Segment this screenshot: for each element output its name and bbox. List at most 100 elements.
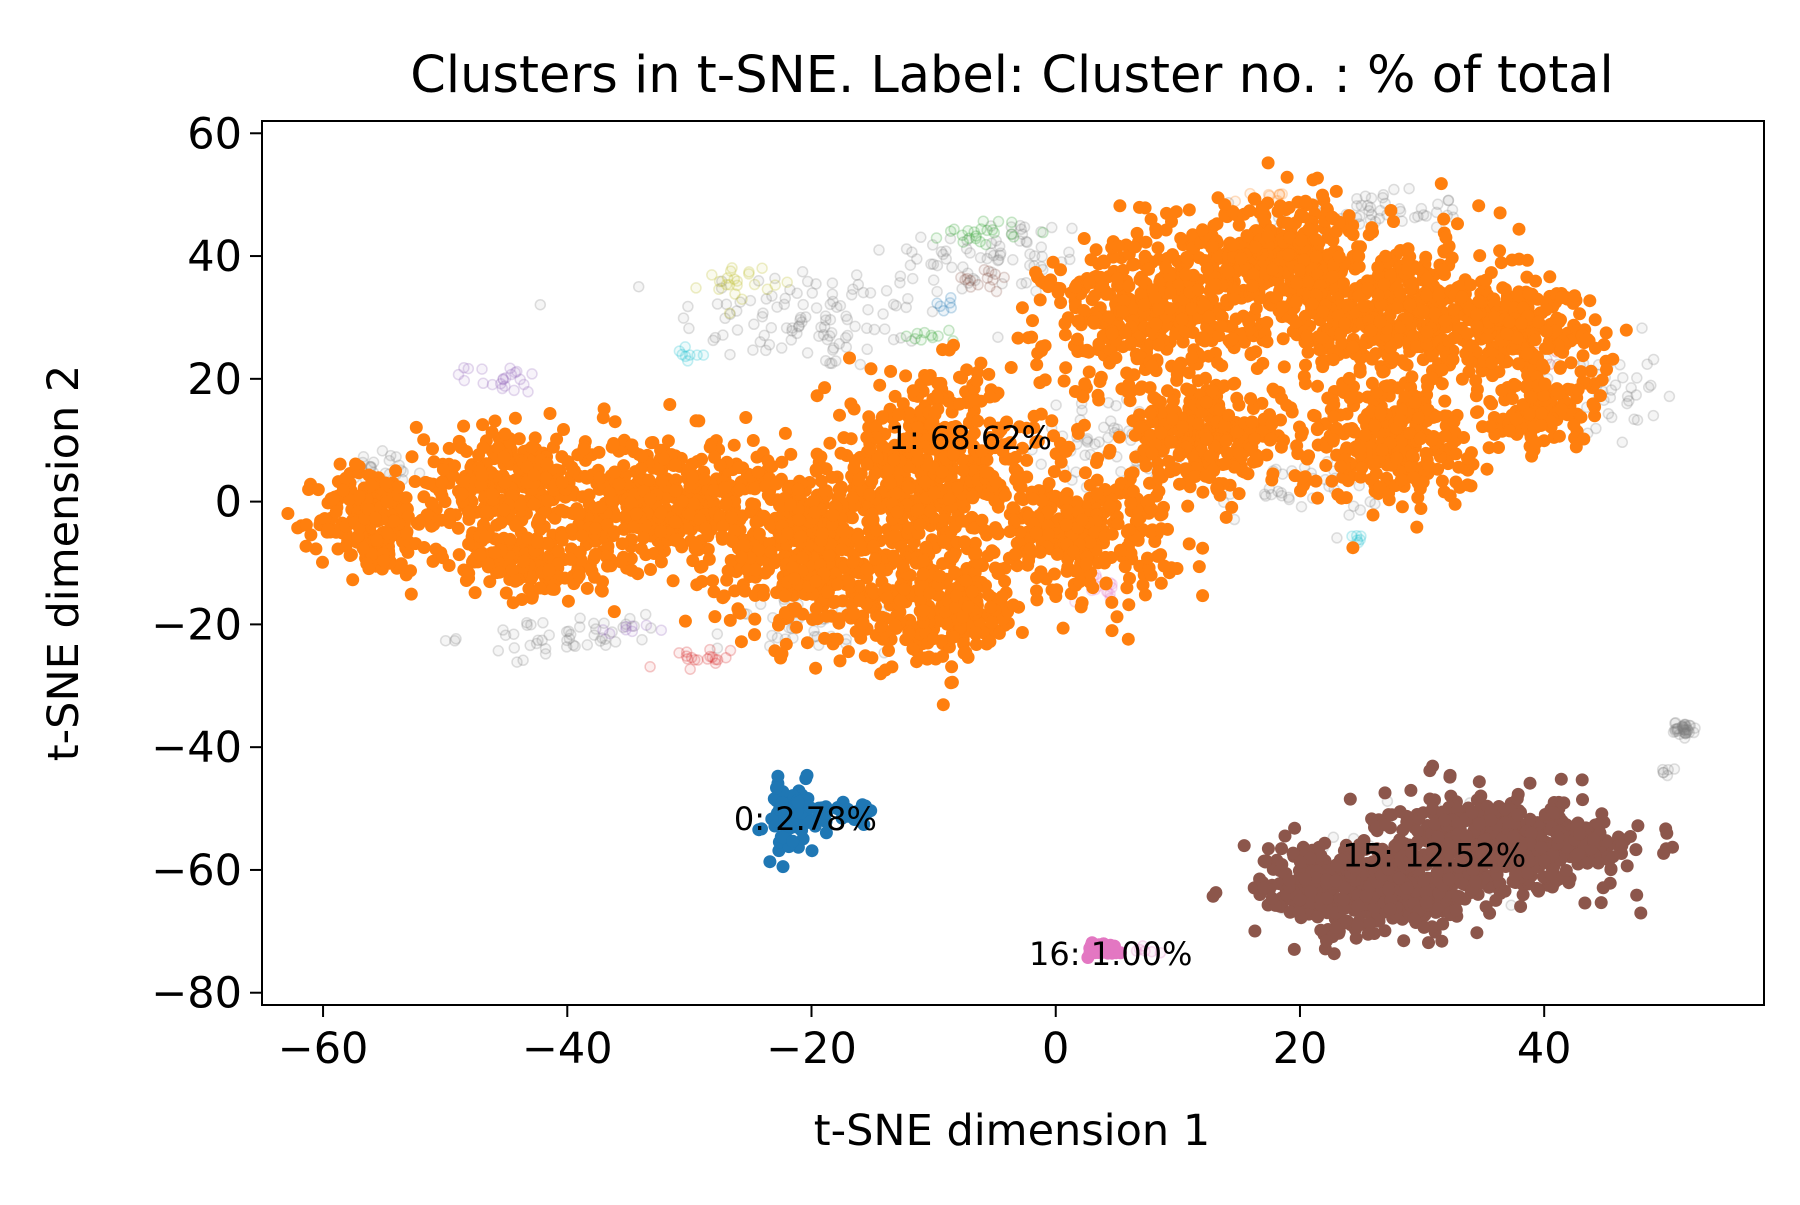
cluster-1-point: [1145, 446, 1159, 460]
cluster-1-point: [951, 481, 964, 495]
cluster-1-point: [687, 497, 701, 511]
cluster-1-point: [1473, 249, 1487, 263]
faded-cluster-point: [1642, 381, 1655, 394]
cluster-1-point: [1371, 260, 1385, 274]
cluster-1-point: [1026, 314, 1039, 328]
faded-cluster-point: [994, 247, 1007, 259]
cluster-1-point: [1126, 484, 1140, 498]
faded-cluster-point: [1035, 458, 1047, 470]
cluster-1-point: [1242, 315, 1256, 329]
faded-cluster-point: [1104, 415, 1117, 427]
cluster-1-point: [1276, 300, 1290, 314]
cluster-1-point: [764, 545, 778, 559]
faded-cluster-point: [1359, 190, 1372, 202]
cluster-1-point: [842, 575, 856, 589]
faded-cluster-point: [1274, 188, 1286, 201]
faded-cluster-point: [1005, 228, 1018, 240]
faded-cluster-point: [769, 272, 781, 285]
cluster-1-point: [1091, 451, 1105, 465]
faded-cluster-point: [1432, 198, 1444, 211]
faded-cluster-point: [981, 252, 993, 265]
cluster-1-point: [346, 573, 360, 587]
faded-cluster-point: [1361, 199, 1374, 212]
cluster-1-point: [718, 481, 732, 495]
faded-cluster-point: [794, 311, 807, 324]
cluster-1-point: [1398, 357, 1412, 371]
cluster-1-point: [1163, 302, 1177, 316]
cluster-1-point: [716, 591, 730, 605]
faded-cluster-point: [961, 234, 973, 247]
cluster-1-point: [457, 419, 471, 433]
faded-cluster-point: [1036, 250, 1048, 263]
faded-cluster-point: [985, 237, 998, 250]
cluster-1-point: [692, 414, 706, 428]
cluster-1-point: [1260, 335, 1274, 349]
faded-cluster-point: [990, 235, 1002, 247]
cluster-1-point: [1079, 557, 1093, 571]
cluster-1-point: [795, 551, 809, 565]
faded-cluster-point: [932, 330, 944, 342]
faded-cluster-point: [1110, 399, 1122, 412]
faded-cluster-point: [1024, 248, 1036, 260]
faded-cluster-point: [1631, 414, 1644, 426]
cluster-1-point: [515, 593, 529, 606]
cluster-1-point: [1365, 221, 1379, 235]
cluster-1-point: [1209, 278, 1223, 291]
faded-cluster-point: [766, 290, 778, 302]
faded-cluster-point: [963, 232, 976, 245]
faded-cluster-point: [957, 261, 969, 273]
faded-cluster-point: [1272, 485, 1284, 498]
faded-cluster-point: [763, 339, 776, 351]
cluster-1-point: [364, 478, 378, 492]
faded-cluster-point: [383, 454, 396, 467]
cluster-1-point: [1110, 610, 1124, 624]
faded-cluster-point: [840, 341, 853, 353]
cluster-1-point: [461, 505, 475, 519]
cluster-1-point: [1472, 199, 1486, 213]
cluster-1-point: [1113, 199, 1127, 213]
cluster-1-point: [1133, 200, 1146, 214]
faded-cluster-point: [801, 275, 814, 288]
cluster-1-point: [1227, 292, 1241, 306]
faded-cluster-point: [1369, 498, 1381, 510]
cluster-1-point: [1289, 295, 1303, 309]
faded-cluster-point: [734, 296, 746, 308]
cluster-1-point: [404, 587, 418, 601]
cluster-1-point: [1299, 358, 1312, 372]
cluster-1-point: [497, 450, 511, 464]
faded-cluster-point: [826, 288, 839, 300]
cluster-1-point: [991, 500, 1005, 514]
cluster-1-point: [588, 522, 602, 535]
cluster-1-point: [998, 574, 1012, 588]
cluster-1-point: [452, 548, 466, 562]
faded-cluster-point: [964, 281, 977, 293]
cluster-1-point: [420, 508, 434, 522]
cluster-1-point: [958, 535, 971, 549]
cluster-1-point: [1006, 501, 1020, 515]
cluster-1-point: [643, 492, 657, 506]
faded-cluster-point: [1604, 391, 1617, 404]
faded-cluster-point: [1676, 720, 1689, 732]
cluster-1-point: [625, 438, 639, 452]
faded-cluster-point: [1260, 490, 1272, 502]
cluster-1-point: [1092, 393, 1106, 407]
cluster-1-point: [847, 607, 861, 621]
faded-cluster-point: [726, 262, 738, 274]
cluster-1-point: [727, 438, 741, 452]
cluster-1-point: [1099, 576, 1113, 590]
cluster-1-point: [860, 562, 874, 576]
faded-cluster-point: [904, 259, 917, 271]
cluster-1-point: [1479, 273, 1493, 287]
faded-cluster-point: [937, 248, 949, 261]
cluster-1-point: [490, 518, 504, 532]
cluster-1-point: [1240, 229, 1254, 243]
cluster-1-point: [1069, 280, 1082, 294]
cluster-1-point: [572, 507, 586, 521]
cluster-1-point: [508, 574, 522, 588]
cluster-1-point: [498, 476, 512, 490]
cluster-1-point: [1261, 156, 1275, 170]
cluster-1-point: [1505, 253, 1519, 267]
cluster-1-point: [906, 384, 920, 398]
cluster-1-point: [1232, 487, 1246, 501]
faded-cluster-point: [779, 292, 792, 305]
